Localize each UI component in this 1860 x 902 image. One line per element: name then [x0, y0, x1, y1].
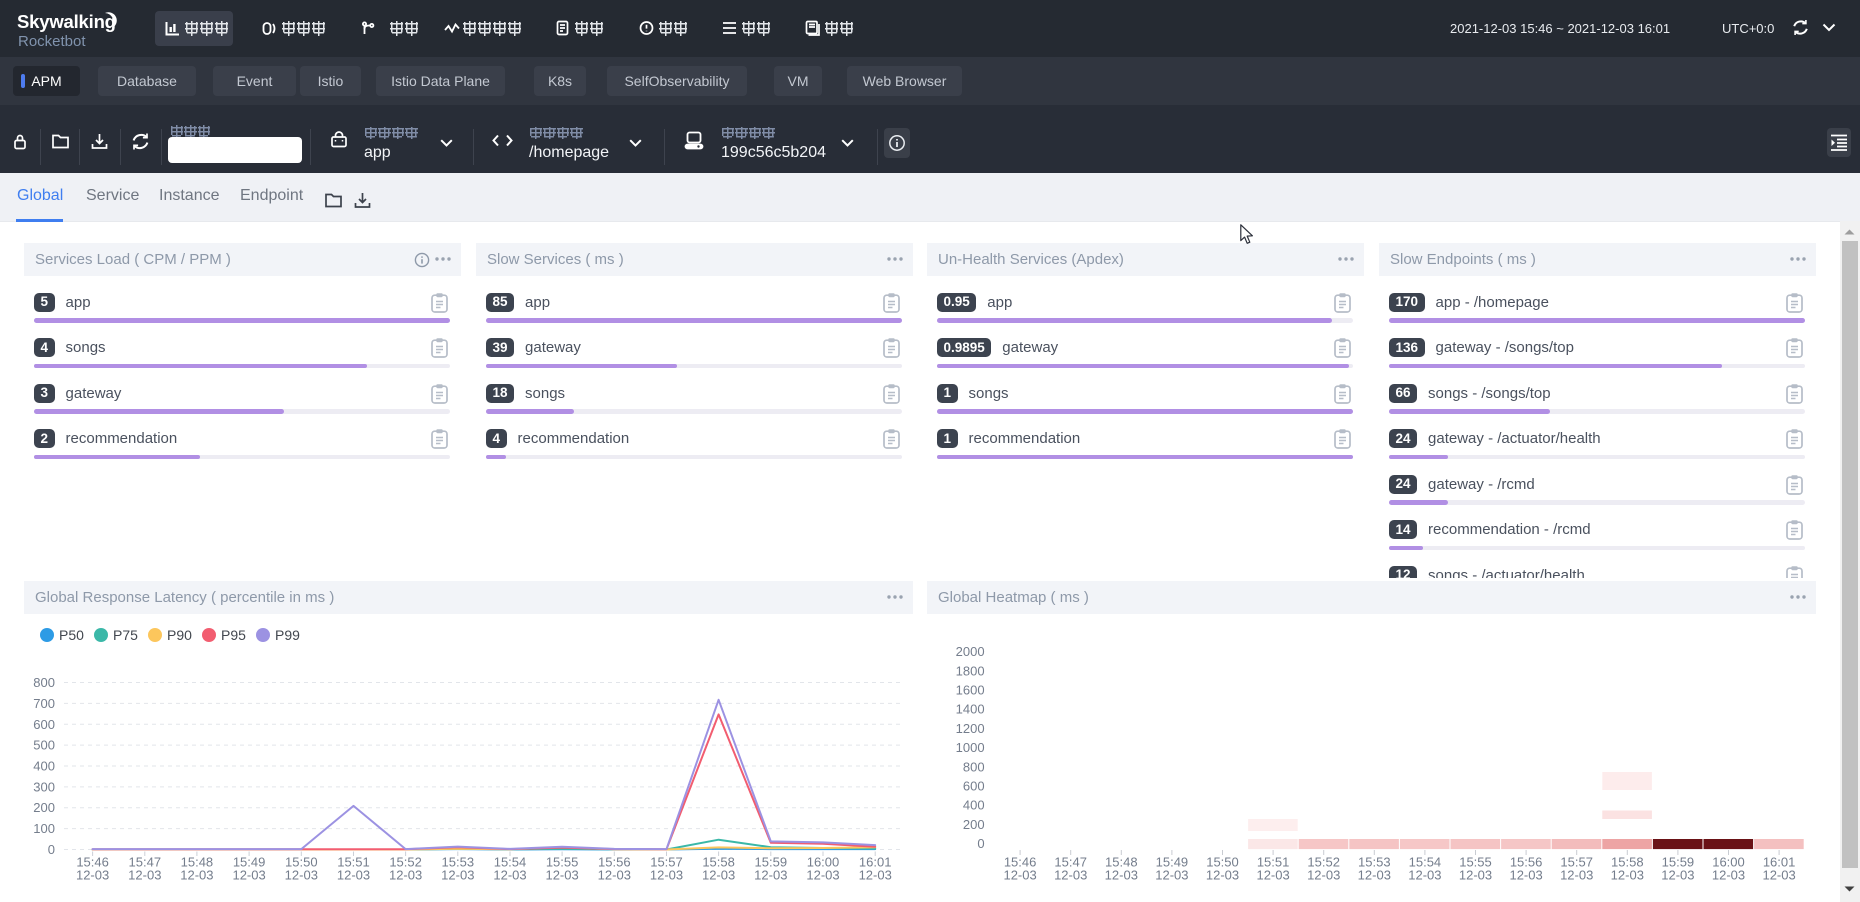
svg-text:12-03: 12-03 — [859, 868, 892, 883]
svg-text:15:54: 15:54 — [494, 855, 527, 870]
svg-text:15:49: 15:49 — [233, 855, 266, 870]
svg-text:15:54: 15:54 — [1409, 855, 1442, 870]
svg-text:700: 700 — [33, 696, 55, 711]
svg-text:16:00: 16:00 — [807, 855, 840, 870]
svg-text:12-03: 12-03 — [754, 868, 787, 883]
svg-text:15:50: 15:50 — [285, 855, 318, 870]
svg-text:15:56: 15:56 — [1510, 855, 1543, 870]
svg-text:16:01: 16:01 — [859, 855, 892, 870]
svg-text:12-03: 12-03 — [1206, 868, 1239, 883]
svg-text:12-03: 12-03 — [1459, 868, 1492, 883]
svg-text:12-03: 12-03 — [1307, 868, 1340, 883]
svg-text:1800: 1800 — [956, 663, 985, 678]
svg-text:12-03: 12-03 — [1003, 868, 1036, 883]
svg-text:12-03: 12-03 — [1560, 868, 1593, 883]
svg-text:12-03: 12-03 — [389, 868, 422, 883]
svg-text:1000: 1000 — [956, 740, 985, 755]
svg-text:12-03: 12-03 — [545, 868, 578, 883]
svg-text:800: 800 — [963, 759, 985, 774]
svg-text:12-03: 12-03 — [1155, 868, 1188, 883]
svg-text:12-03: 12-03 — [180, 868, 213, 883]
svg-text:600: 600 — [33, 717, 55, 732]
svg-text:400: 400 — [33, 759, 55, 774]
svg-text:15:51: 15:51 — [337, 855, 370, 870]
svg-text:15:46: 15:46 — [1004, 855, 1037, 870]
svg-text:15:49: 15:49 — [1156, 855, 1189, 870]
svg-text:12-03: 12-03 — [1054, 868, 1087, 883]
svg-text:15:52: 15:52 — [1307, 855, 1340, 870]
svg-text:15:58: 15:58 — [1611, 855, 1644, 870]
svg-text:0: 0 — [977, 836, 984, 851]
svg-text:600: 600 — [963, 779, 985, 794]
svg-text:12-03: 12-03 — [285, 868, 318, 883]
svg-text:12-03: 12-03 — [1256, 868, 1289, 883]
svg-text:12-03: 12-03 — [1762, 868, 1795, 883]
svg-text:15:57: 15:57 — [650, 855, 683, 870]
svg-text:12-03: 12-03 — [598, 868, 631, 883]
svg-text:12-03: 12-03 — [232, 868, 265, 883]
svg-text:1600: 1600 — [956, 683, 985, 698]
svg-text:15:53: 15:53 — [442, 855, 475, 870]
svg-text:15:56: 15:56 — [598, 855, 631, 870]
svg-text:15:48: 15:48 — [181, 855, 214, 870]
svg-text:15:52: 15:52 — [389, 855, 422, 870]
svg-text:800: 800 — [33, 675, 55, 690]
svg-text:12-03: 12-03 — [1661, 868, 1694, 883]
svg-text:12-03: 12-03 — [1105, 868, 1138, 883]
svg-text:12-03: 12-03 — [1358, 868, 1391, 883]
svg-text:15:50: 15:50 — [1206, 855, 1239, 870]
svg-text:15:47: 15:47 — [1054, 855, 1087, 870]
svg-text:500: 500 — [33, 738, 55, 753]
svg-text:12-03: 12-03 — [128, 868, 161, 883]
svg-text:0: 0 — [48, 842, 55, 857]
svg-text:15:53: 15:53 — [1358, 855, 1391, 870]
svg-text:1400: 1400 — [956, 702, 985, 717]
svg-text:15:57: 15:57 — [1560, 855, 1593, 870]
svg-text:15:46: 15:46 — [76, 855, 109, 870]
svg-text:12-03: 12-03 — [1712, 868, 1745, 883]
svg-text:15:59: 15:59 — [755, 855, 788, 870]
svg-text:15:48: 15:48 — [1105, 855, 1138, 870]
svg-text:100: 100 — [33, 821, 55, 836]
svg-text:200: 200 — [33, 800, 55, 815]
svg-text:12-03: 12-03 — [650, 868, 683, 883]
svg-text:400: 400 — [963, 798, 985, 813]
svg-text:15:55: 15:55 — [546, 855, 579, 870]
svg-text:300: 300 — [33, 779, 55, 794]
svg-text:12-03: 12-03 — [1611, 868, 1644, 883]
svg-text:2000: 2000 — [956, 644, 985, 659]
svg-text:15:47: 15:47 — [129, 855, 162, 870]
svg-text:15:51: 15:51 — [1257, 855, 1290, 870]
svg-text:12-03: 12-03 — [1408, 868, 1441, 883]
svg-text:12-03: 12-03 — [337, 868, 370, 883]
svg-text:12-03: 12-03 — [76, 868, 109, 883]
svg-text:12-03: 12-03 — [441, 868, 474, 883]
svg-text:12-03: 12-03 — [493, 868, 526, 883]
svg-text:15:55: 15:55 — [1459, 855, 1492, 870]
svg-text:15:59: 15:59 — [1662, 855, 1695, 870]
svg-text:16:01: 16:01 — [1763, 855, 1796, 870]
svg-text:1200: 1200 — [956, 721, 985, 736]
svg-text:12-03: 12-03 — [1509, 868, 1542, 883]
svg-text:15:58: 15:58 — [702, 855, 735, 870]
svg-text:200: 200 — [963, 817, 985, 832]
svg-text:16:00: 16:00 — [1712, 855, 1745, 870]
svg-text:12-03: 12-03 — [806, 868, 839, 883]
svg-text:12-03: 12-03 — [702, 868, 735, 883]
